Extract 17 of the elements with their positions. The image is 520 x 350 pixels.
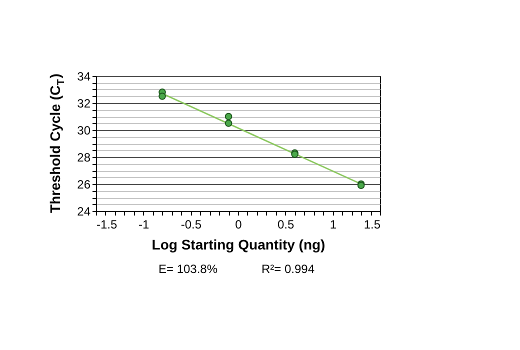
y-axis-title: Threshold Cycle (CT) — [47, 74, 67, 213]
y-tick-label: 34 — [77, 70, 91, 84]
y-tick-label: 32 — [77, 96, 91, 110]
y-tick-label: 24 — [77, 204, 91, 218]
text: E= 103.8% — [158, 262, 218, 276]
x-tick-label: 0.5 — [277, 218, 294, 232]
x-tick-label: 1.5 — [364, 218, 381, 232]
x-tick-label: 0 — [235, 218, 242, 232]
x-tick-label: -1 — [138, 218, 150, 232]
y-tick-label: 30 — [77, 124, 91, 138]
y-tick-label: 26 — [77, 178, 91, 192]
x-tick-label: 1 — [330, 218, 337, 232]
y-tick-label: 28 — [77, 150, 91, 164]
x-tick-label: -1.5 — [96, 218, 118, 232]
text: R²= 0.994 — [261, 262, 315, 276]
x-axis-title: Log Starting Quantity (ng) — [152, 236, 326, 252]
x-tick-label: -0.5 — [180, 218, 202, 232]
